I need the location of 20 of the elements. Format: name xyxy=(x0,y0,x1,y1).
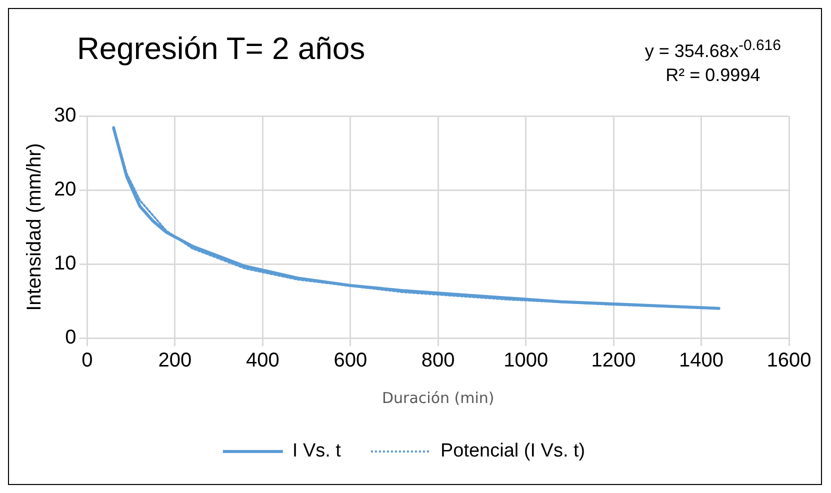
x-tick-label: 1600 xyxy=(766,350,812,372)
chart-title: Regresión T= 2 años xyxy=(77,31,366,67)
y-tick-label: 0 xyxy=(65,326,76,349)
x-tick-label: 400 xyxy=(246,350,280,372)
x-tick-label: 1200 xyxy=(591,350,636,372)
y-tick-label: 10 xyxy=(54,252,76,275)
x-tick-label: 1400 xyxy=(679,350,724,372)
y-axis-title: Intensidad (mm/hr) xyxy=(24,143,46,311)
text: y = 354.68x$^{-0.616}$ xyxy=(644,36,781,63)
x-tick-label: 0 xyxy=(82,350,93,372)
legend-label: I Vs. t xyxy=(292,440,342,462)
x-tick-label: 800 xyxy=(421,350,455,372)
x-tick-label: 200 xyxy=(158,350,192,372)
x-tick-label: 1000 xyxy=(504,350,548,372)
x-tick-label: 600 xyxy=(334,350,368,372)
x-axis-title: Duración (min) xyxy=(382,388,494,407)
text: R² = 0.9994 xyxy=(664,64,762,87)
y-tick-label: 20 xyxy=(54,178,76,201)
legend-label: Potencial (I Vs. t) xyxy=(440,440,586,462)
y-tick-label: 30 xyxy=(54,104,76,127)
